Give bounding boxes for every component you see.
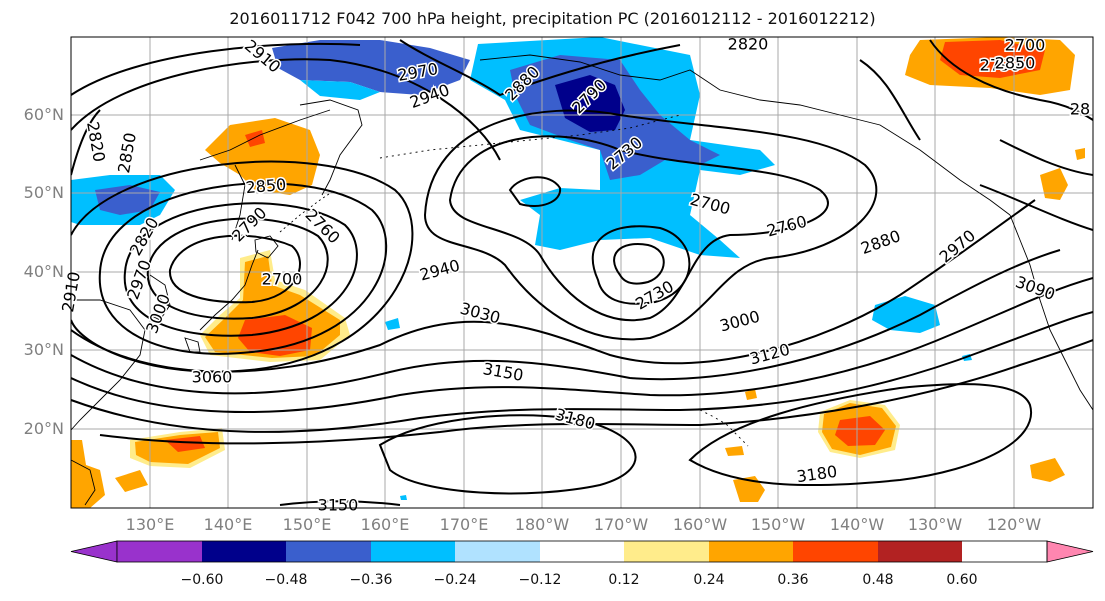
- contour-label: 2790: [980, 56, 1021, 75]
- shade-southeast-orange: [1030, 458, 1065, 482]
- contour-label: 2700: [1005, 36, 1046, 55]
- lon-label: 150°W: [750, 515, 806, 534]
- coastlines: [71, 54, 1093, 506]
- china-coast: [71, 299, 146, 431]
- alaska-coast: [479, 54, 1011, 216]
- lon-label: 130°E: [125, 515, 175, 534]
- shade-south-orange-b: [725, 446, 744, 456]
- shade-alaska-red: [940, 40, 1045, 78]
- okhotsk-coast: [199, 109, 331, 161]
- shade-sakhalin-orange: [205, 118, 320, 195]
- lon-label: 140°E: [203, 515, 253, 534]
- hokkaido: [254, 235, 279, 259]
- shade-small-cyan-c: [400, 495, 407, 500]
- contour-label: 2850: [995, 54, 1036, 73]
- colorbar: [70, 540, 1094, 563]
- colorbar-segment: [202, 541, 286, 562]
- colorbar-tick-label: −0.60: [180, 572, 224, 588]
- plot-frame: [70, 36, 1094, 509]
- contour-label: 2850: [245, 175, 287, 197]
- lon-label: 160°E: [360, 515, 410, 534]
- kamchatka-coast: [299, 99, 363, 196]
- contour-label: 2820: [728, 35, 769, 54]
- colorbar-segment: [878, 541, 962, 562]
- colorbar-tick-label: 0.36: [777, 572, 809, 588]
- colorbar-tick-label: −0.48: [264, 572, 308, 588]
- colorbar-segment: [286, 541, 371, 562]
- colorbar-segment: [117, 541, 202, 562]
- lon-label: 150°E: [282, 515, 332, 534]
- colorbar-tick-label: −0.36: [349, 572, 393, 588]
- lon-label: 160°W: [672, 515, 728, 534]
- lon-label: 180°W: [514, 515, 570, 534]
- shade-small-cyan-a: [385, 318, 400, 330]
- lon-label: 140°W: [829, 515, 885, 534]
- lat-label: 60°N: [23, 105, 64, 124]
- shade-east-small-orange: [1040, 168, 1068, 200]
- map-title: 2016011712 F042 700 hPa height, precipit…: [229, 9, 876, 28]
- colorbar-segment: [624, 541, 709, 562]
- colorbar-extend-left: [70, 540, 118, 563]
- contour-label: 3060: [192, 368, 233, 387]
- colorbar-tick-label: 0.48: [862, 572, 894, 588]
- sakhalin-coast: [231, 164, 246, 241]
- shade-sakhalin-red: [245, 130, 265, 147]
- shade-far-west-orange-b: [115, 470, 148, 492]
- positive-anomaly-areas: [71, 37, 1085, 508]
- shade-south-orange-c: [745, 389, 757, 400]
- colorbar-segment: [371, 541, 455, 562]
- height-contours: [71, 39, 1093, 506]
- shade-hawaii-north-cyan: [872, 296, 940, 333]
- lat-label: 50°N: [23, 183, 64, 202]
- colorbar-tick-label: 0.12: [608, 572, 640, 588]
- lon-label: 130°W: [907, 515, 963, 534]
- contour-label: 28: [1070, 100, 1090, 119]
- shade-kamchatka-cyan: [300, 80, 380, 100]
- philippines-coast: [71, 459, 96, 506]
- shade-subtropic-west-red: [165, 436, 205, 452]
- colorbar-segment: [709, 541, 793, 562]
- north-america-west-coast: [1009, 214, 1093, 411]
- colorbar-segment: [455, 541, 540, 562]
- aleutian-islands: [379, 114, 681, 159]
- contour-label: 3150: [318, 496, 359, 515]
- lon-label: 120°W: [986, 515, 1042, 534]
- colorbar-segment: [540, 541, 624, 562]
- colorbar-segment: [793, 541, 878, 562]
- contour-label: 2700: [262, 270, 303, 289]
- colorbar-tick-label: −0.24: [433, 572, 477, 588]
- colorbar-tick-label: 0.60: [946, 572, 978, 588]
- kuril-islands: [279, 189, 336, 233]
- shade-east-tiny-orange: [1075, 148, 1085, 160]
- colorbar-tick-label: 0.24: [693, 572, 725, 588]
- colorbar-frame: [116, 540, 1048, 563]
- lon-label: 170°E: [439, 515, 489, 534]
- lon-label: 170°W: [593, 515, 649, 534]
- lat-label: 30°N: [23, 340, 64, 359]
- lat-label: 20°N: [23, 419, 64, 438]
- lat-label: 40°N: [23, 262, 64, 281]
- colorbar-tick-label: −0.12: [518, 572, 562, 588]
- colorbar-extend-right: [1046, 540, 1094, 563]
- shade-north-pacific-core: [555, 75, 625, 132]
- shade-far-west-orange: [71, 440, 105, 508]
- shade-hawaii-red: [835, 416, 885, 446]
- japan-kyushu: [184, 337, 201, 353]
